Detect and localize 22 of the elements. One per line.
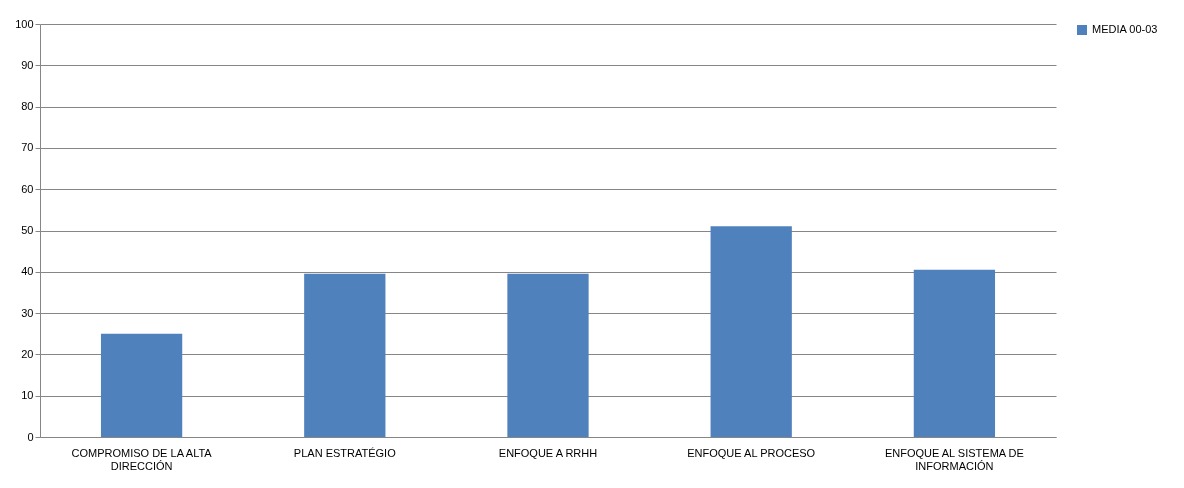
x-tick-label: ENFOQUE AL SISTEMA DE INFORMACIÓN [884,446,1024,472]
y-tick-label: 40 [21,265,34,278]
bar [100,333,183,437]
y-tick-label: 60 [21,182,34,195]
y-tick-label: 30 [21,306,34,319]
y-tick-label: 0 [27,430,34,443]
legend-label: MEDIA 00-03 [1092,23,1158,35]
x-tick-label: ENFOQUE A RRHH [498,446,598,459]
bar [304,273,386,437]
y-tick-label: 80 [21,100,34,113]
y-tick-label: 90 [21,58,34,71]
y-tick-label: 50 [21,224,34,236]
x-tick-label: COMPROMISO DE LA ALTA DIRECCIÓN [71,446,213,472]
x-tick-label: PLAN ESTRATÉGIO [293,446,397,459]
bar [710,226,792,437]
bar [913,269,996,437]
y-tick-label: 20 [21,347,34,360]
bar [507,273,589,437]
x-tick-label: ENFOQUE AL PROCESO [687,446,816,459]
y-tick-label: 100 [15,17,34,30]
y-tick-label: 10 [21,389,34,402]
y-tick-label: 70 [21,141,34,154]
